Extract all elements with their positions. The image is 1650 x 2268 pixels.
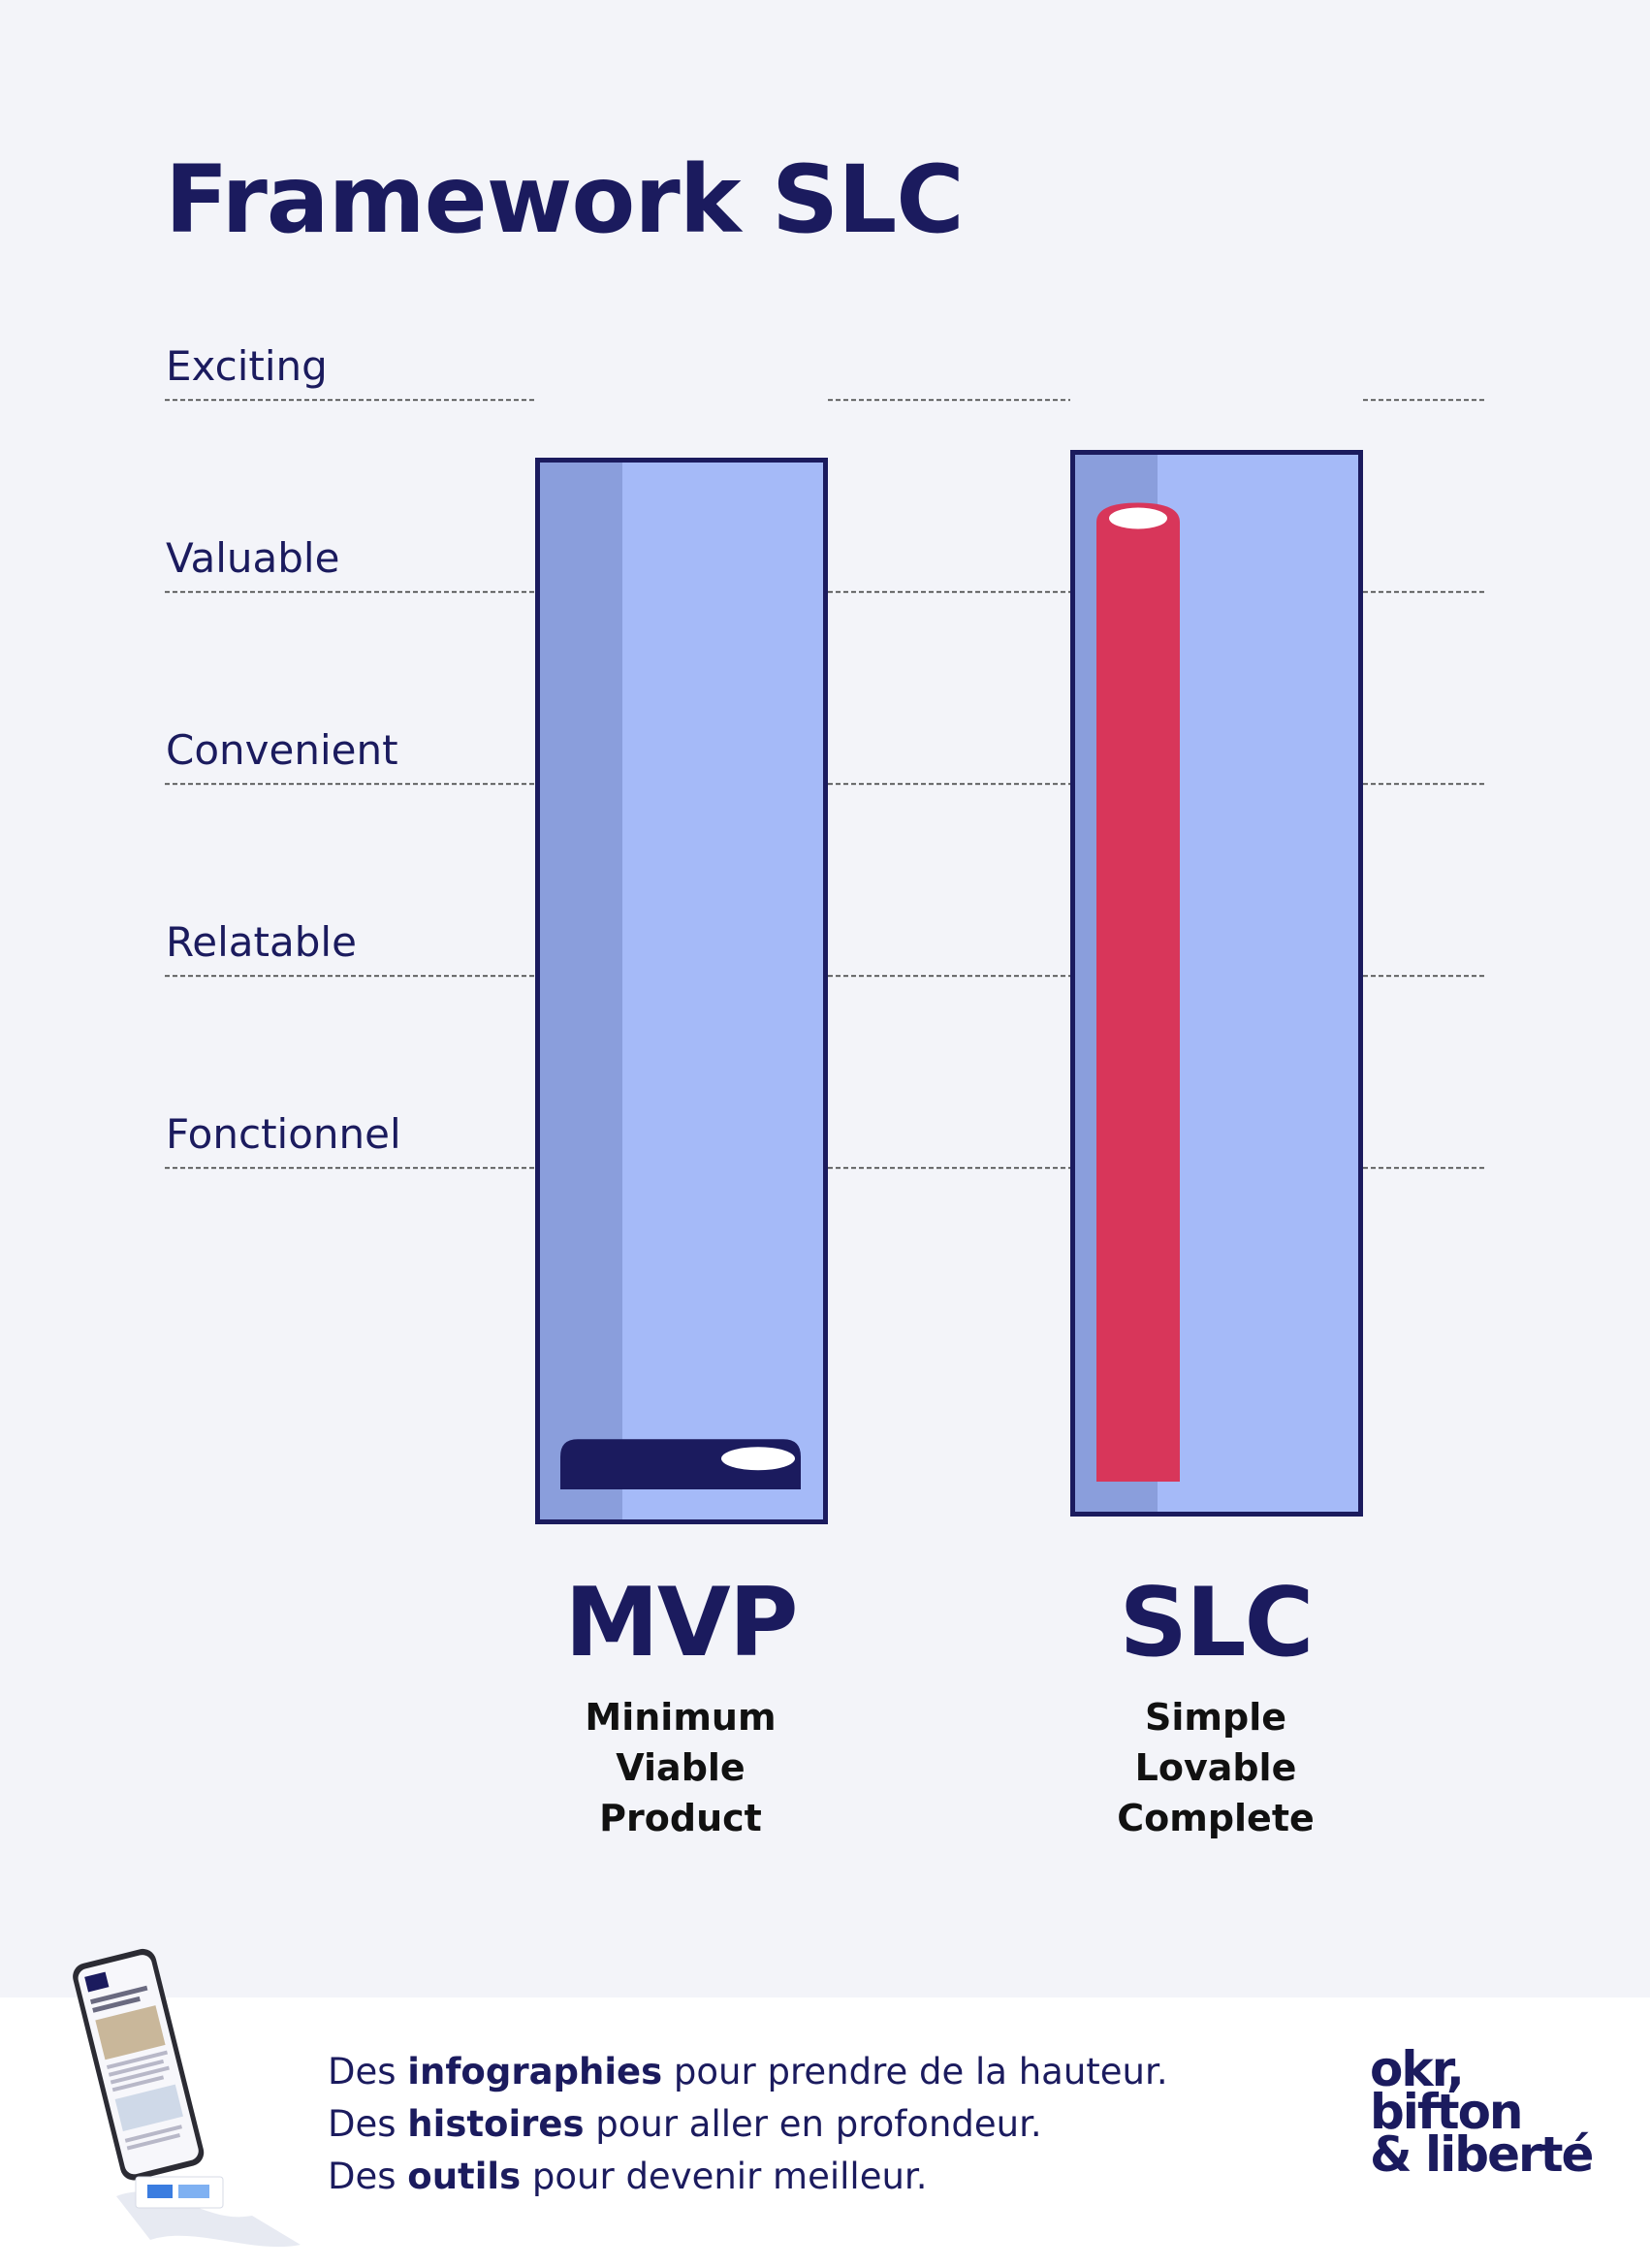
footer-tagline: Des infographies pour prendre de la haut… xyxy=(328,2046,1168,2203)
level-label-relatable: Relatable xyxy=(166,918,357,966)
tagline-line-2: Des histoires pour aller en profondeur. xyxy=(328,2103,1042,2145)
level-label-fonctionnel: Fonctionnel xyxy=(166,1110,401,1158)
brand-line-2: bifton xyxy=(1370,2084,1524,2140)
footer-banner xyxy=(0,1997,1650,2268)
level-label-exciting: Exciting xyxy=(166,342,328,390)
fill-highlight-slc xyxy=(1109,507,1167,529)
slc-chart: Fonctionnel Relatable Convenient Valuable Ex… xyxy=(165,342,1485,1524)
mvp-caption: MVP Minimum Viable Product xyxy=(477,1576,884,1843)
mvp-label: MVP xyxy=(564,1568,798,1678)
level-label-convenient: Convenient xyxy=(166,726,398,774)
fill-highlight-mvp xyxy=(721,1447,795,1471)
tube-shade-mvp xyxy=(539,462,622,1520)
tagline-line-3: Des outils pour devenir meilleur. xyxy=(328,2156,928,2197)
brand-line-3: & liberté xyxy=(1370,2126,1594,2183)
tube-frame-mvp xyxy=(535,458,828,1524)
phone-illustration-icon xyxy=(73,1948,301,2248)
brand-line-1: okr, xyxy=(1370,2041,1465,2097)
mvp-line-2: Viable xyxy=(616,1746,746,1789)
page-title: Framework SLC xyxy=(165,145,965,254)
tube-frame-slc xyxy=(1070,450,1363,1517)
slc-caption: SLC Simple Lovable Complete xyxy=(1012,1576,1419,1843)
tagline-line-1: Des infographies pour prendre de la haut… xyxy=(328,2051,1168,2092)
level-label-valuable: Valuable xyxy=(166,534,339,582)
slc-line-1: Simple xyxy=(1145,1696,1286,1739)
slc-line-3: Complete xyxy=(1117,1797,1315,1839)
mvp-line-3: Product xyxy=(599,1797,762,1839)
phone-mockup xyxy=(58,1934,310,2258)
slc-label: SLC xyxy=(1119,1568,1315,1678)
mvp-line-1: Minimum xyxy=(585,1696,777,1739)
mvp-expansion: Minimum Viable Product xyxy=(477,1692,884,1843)
fill-bar-slc xyxy=(1096,502,1180,1482)
slc-line-2: Lovable xyxy=(1134,1746,1297,1789)
slc-expansion: Simple Lovable Complete xyxy=(1012,1692,1419,1843)
brand-logo: okr, bifton & liberté xyxy=(1370,2041,1594,2183)
